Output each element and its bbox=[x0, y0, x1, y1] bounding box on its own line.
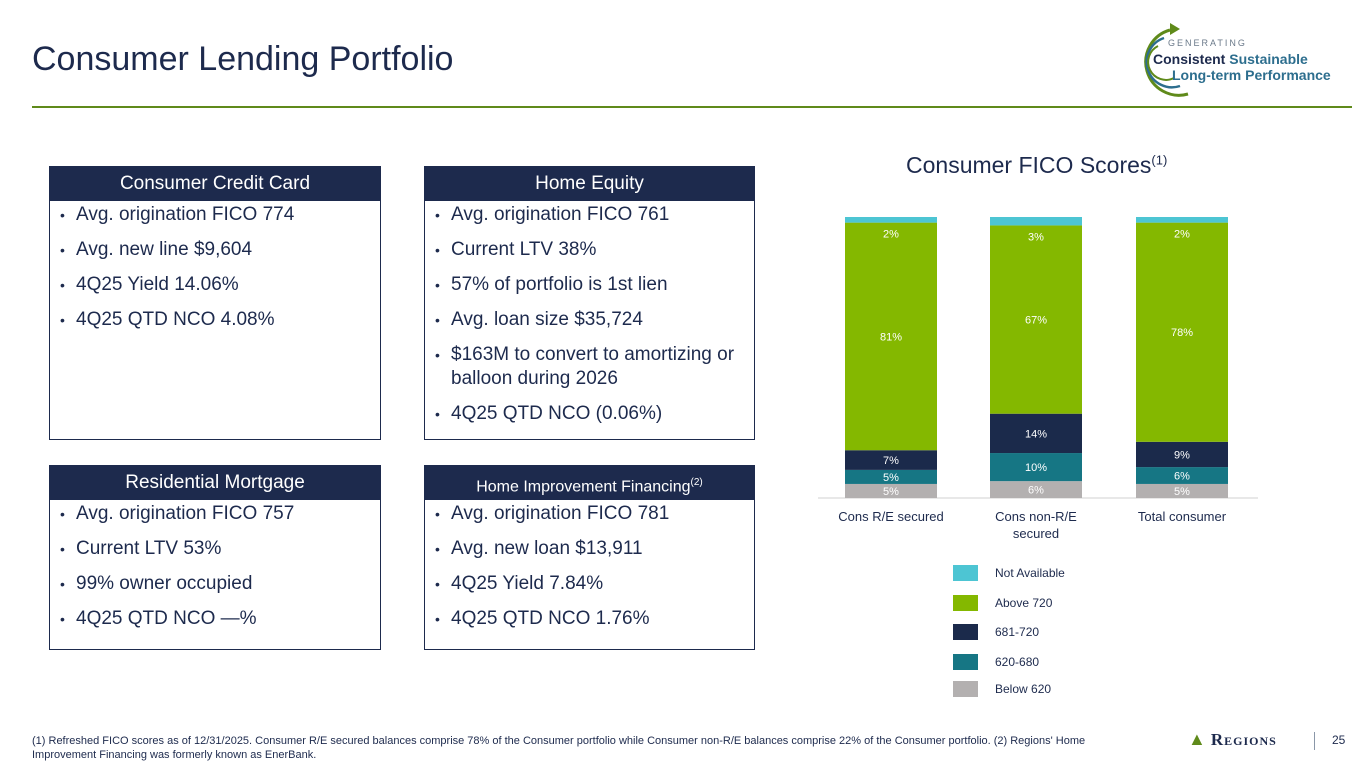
box-heading: Home Improvement Financing(2) bbox=[425, 466, 754, 500]
list-item: Avg. origination FICO 774 bbox=[60, 203, 380, 227]
data-label: 6% bbox=[1028, 485, 1044, 497]
legend-label: Below 620 bbox=[995, 682, 1052, 696]
list-item: Avg. origination FICO 761 bbox=[435, 203, 754, 227]
brand-name: Regions bbox=[1210, 730, 1277, 749]
list-item: 99% owner occupied bbox=[60, 572, 380, 596]
list-item: Current LTV 38% bbox=[435, 238, 754, 262]
x-tick-label: Total consumer bbox=[1138, 509, 1227, 524]
bullet-list: Avg. origination FICO 774 Avg. new line … bbox=[50, 201, 380, 332]
data-label: 81% bbox=[880, 331, 902, 343]
bar-segment bbox=[990, 453, 1082, 482]
list-item: Avg. loan size $35,724 bbox=[435, 308, 754, 332]
bar-segment bbox=[1136, 217, 1228, 223]
chart-title: Consumer FICO Scores(1) bbox=[906, 152, 1167, 179]
logo-consistent: Consistent bbox=[1153, 51, 1226, 67]
legend-label: 681-720 bbox=[995, 625, 1040, 639]
box-heading: Home Equity bbox=[425, 167, 754, 201]
footnote: (1) Refreshed FICO scores as of 12/31/20… bbox=[32, 735, 1086, 761]
legend-swatch bbox=[953, 595, 978, 611]
logo-sustainable: Sustainable bbox=[1229, 51, 1308, 67]
footer-divider bbox=[1314, 732, 1315, 750]
regions-triangle-icon: ▲ bbox=[1188, 729, 1207, 749]
legend-swatch bbox=[953, 565, 978, 581]
logo-line-2: Long-term Performance bbox=[1172, 67, 1331, 83]
x-tick-label: secured bbox=[1013, 526, 1059, 541]
list-item: 57% of portfolio is 1st lien bbox=[435, 273, 754, 297]
consumer-credit-card-box: Consumer Credit Card Avg. origination FI… bbox=[49, 166, 381, 440]
bullet-list: Avg. origination FICO 757 Current LTV 53… bbox=[50, 500, 380, 631]
logo-generating-text: GENERATING bbox=[1168, 38, 1247, 48]
chart-title-footnote: (1) bbox=[1151, 152, 1168, 168]
residential-mortgage-box: Residential Mortgage Avg. origination FI… bbox=[49, 465, 381, 650]
list-item: $163M to convert to amortizing or balloo… bbox=[435, 343, 754, 391]
list-item: Avg. new line $9,604 bbox=[60, 238, 380, 262]
x-tick-label: Cons R/E secured bbox=[838, 509, 944, 524]
bar-segment bbox=[845, 222, 937, 451]
list-item: 4Q25 QTD NCO 1.76% bbox=[435, 607, 754, 631]
bar-segment bbox=[1136, 483, 1228, 498]
bar-segment bbox=[990, 481, 1082, 498]
list-item: 4Q25 Yield 7.84% bbox=[435, 572, 754, 596]
fico-stacked-bar-chart: 5% 5% 7% 81% 2% Cons R/E secured 6% 10% 14% 67% 3%… bbox=[818, 217, 1258, 541]
bar-segment bbox=[990, 225, 1082, 414]
title-divider bbox=[32, 106, 1352, 108]
bar-segment bbox=[845, 483, 937, 498]
bar-segment bbox=[990, 413, 1082, 454]
legend-label: Above 720 bbox=[995, 596, 1053, 610]
data-label: 7% bbox=[883, 455, 899, 467]
bar-segment bbox=[845, 450, 937, 470]
bar-segment bbox=[845, 217, 937, 223]
chart-title-text: Consumer FICO Scores bbox=[906, 152, 1152, 178]
list-item: Avg. origination FICO 757 bbox=[60, 502, 380, 526]
data-label: 6% bbox=[1174, 471, 1190, 483]
generating-logo: GENERATING Consistent Sustainable Long-t… bbox=[1130, 20, 1345, 100]
bar-segment bbox=[845, 469, 937, 484]
page-number: 25 bbox=[1332, 733, 1346, 747]
bar-segment bbox=[990, 217, 1082, 226]
list-item: Avg. origination FICO 781 bbox=[435, 502, 754, 526]
list-item: Avg. new loan $13,911 bbox=[435, 537, 754, 561]
data-label: 2% bbox=[883, 229, 899, 241]
box-heading: Residential Mortgage bbox=[50, 466, 380, 500]
footnote-ref: (2) bbox=[690, 477, 703, 488]
logo-arrow-icon bbox=[1144, 23, 1189, 97]
data-label: 5% bbox=[1174, 486, 1190, 498]
list-item: 4Q25 QTD NCO 4.08% bbox=[60, 308, 380, 332]
list-item: 4Q25 Yield 14.06% bbox=[60, 273, 380, 297]
data-label: 5% bbox=[883, 472, 899, 484]
box-heading-text: Home Improvement Financing bbox=[476, 478, 691, 496]
data-label: 14% bbox=[1025, 428, 1047, 440]
data-label: 67% bbox=[1025, 315, 1047, 327]
box-heading: Consumer Credit Card bbox=[50, 167, 380, 201]
legend-swatch bbox=[953, 681, 978, 697]
bar-segment bbox=[1136, 467, 1228, 484]
bar-segment bbox=[1136, 441, 1228, 468]
data-label: 78% bbox=[1171, 327, 1193, 339]
list-item: Current LTV 53% bbox=[60, 537, 380, 561]
bullet-list: Avg. origination FICO 781 Avg. new loan … bbox=[425, 500, 754, 631]
legend-swatch bbox=[953, 624, 978, 640]
legend-label: 620-680 bbox=[995, 655, 1040, 669]
data-label: 10% bbox=[1025, 462, 1047, 474]
regions-brand: ▲ Regions bbox=[1188, 729, 1277, 750]
page-title: Consumer Lending Portfolio bbox=[32, 40, 454, 78]
bullet-list: Avg. origination FICO 761 Current LTV 38… bbox=[425, 201, 754, 426]
legend-label: Not Available bbox=[995, 566, 1065, 580]
data-label: 3% bbox=[1028, 231, 1044, 243]
logo-line-1: Consistent Sustainable bbox=[1153, 51, 1308, 67]
data-label: 2% bbox=[1174, 229, 1190, 241]
data-label: 9% bbox=[1174, 449, 1190, 461]
legend-swatch bbox=[953, 654, 978, 670]
data-label: 5% bbox=[883, 486, 899, 498]
home-improvement-financing-box: Home Improvement Financing(2) Avg. origi… bbox=[424, 465, 755, 650]
x-tick-label: Cons non-R/E bbox=[995, 509, 1077, 524]
list-item: 4Q25 QTD NCO (0.06%) bbox=[435, 402, 754, 426]
bar-segment bbox=[1136, 222, 1228, 442]
list-item: 4Q25 QTD NCO —% bbox=[60, 607, 380, 631]
home-equity-box: Home Equity Avg. origination FICO 761 Cu… bbox=[424, 166, 755, 440]
